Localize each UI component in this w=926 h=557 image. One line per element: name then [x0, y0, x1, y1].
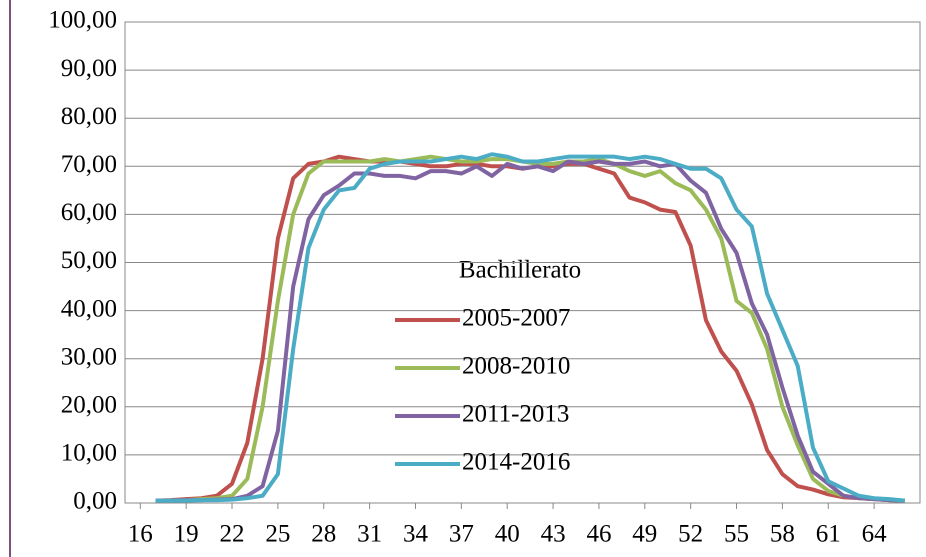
legend-label: 2008-2010 — [462, 353, 570, 380]
legend-title: Bachillerato — [459, 257, 581, 284]
x-tick-label: 40 — [495, 521, 520, 548]
x-tick-label: 19 — [174, 521, 199, 548]
legend-label: 2014-2016 — [462, 449, 570, 476]
series-line — [155, 159, 905, 503]
x-tick-label: 25 — [265, 521, 290, 548]
y-tick-label: 90,00 — [61, 55, 117, 82]
x-tick-label: 28 — [311, 521, 336, 548]
series-line — [155, 152, 905, 503]
x-tick-label: 49 — [632, 521, 657, 548]
y-tick-label: 50,00 — [61, 247, 117, 274]
x-tick-label: 55 — [724, 521, 749, 548]
y-tick-label: 100,00 — [48, 7, 117, 34]
x-tick-label: 64 — [862, 521, 888, 548]
x-tick-label: 58 — [770, 521, 795, 548]
y-tick-label: 10,00 — [61, 440, 117, 467]
y-tick-label: 30,00 — [61, 343, 117, 370]
legend-label: 2005-2007 — [462, 305, 570, 332]
legend-label: 2011-2013 — [462, 401, 569, 428]
x-tick-label: 61 — [816, 521, 841, 548]
y-tick-label: 0,00 — [73, 488, 117, 515]
x-tick-label: 22 — [220, 521, 245, 548]
y-tick-label: 70,00 — [61, 151, 117, 178]
x-tick-label: 46 — [586, 521, 611, 548]
y-tick-label: 80,00 — [61, 103, 117, 130]
x-tick-label: 37 — [449, 521, 474, 548]
x-tick-label: 52 — [678, 521, 703, 548]
x-tick-label: 34 — [403, 521, 429, 548]
x-tick-label: 31 — [357, 521, 382, 548]
y-tick-label: 20,00 — [61, 392, 117, 419]
y-tick-label: 40,00 — [61, 295, 117, 322]
y-tick-label: 60,00 — [61, 199, 117, 226]
x-tick-label: 16 — [128, 521, 153, 548]
x-tick-label: 43 — [541, 521, 566, 548]
